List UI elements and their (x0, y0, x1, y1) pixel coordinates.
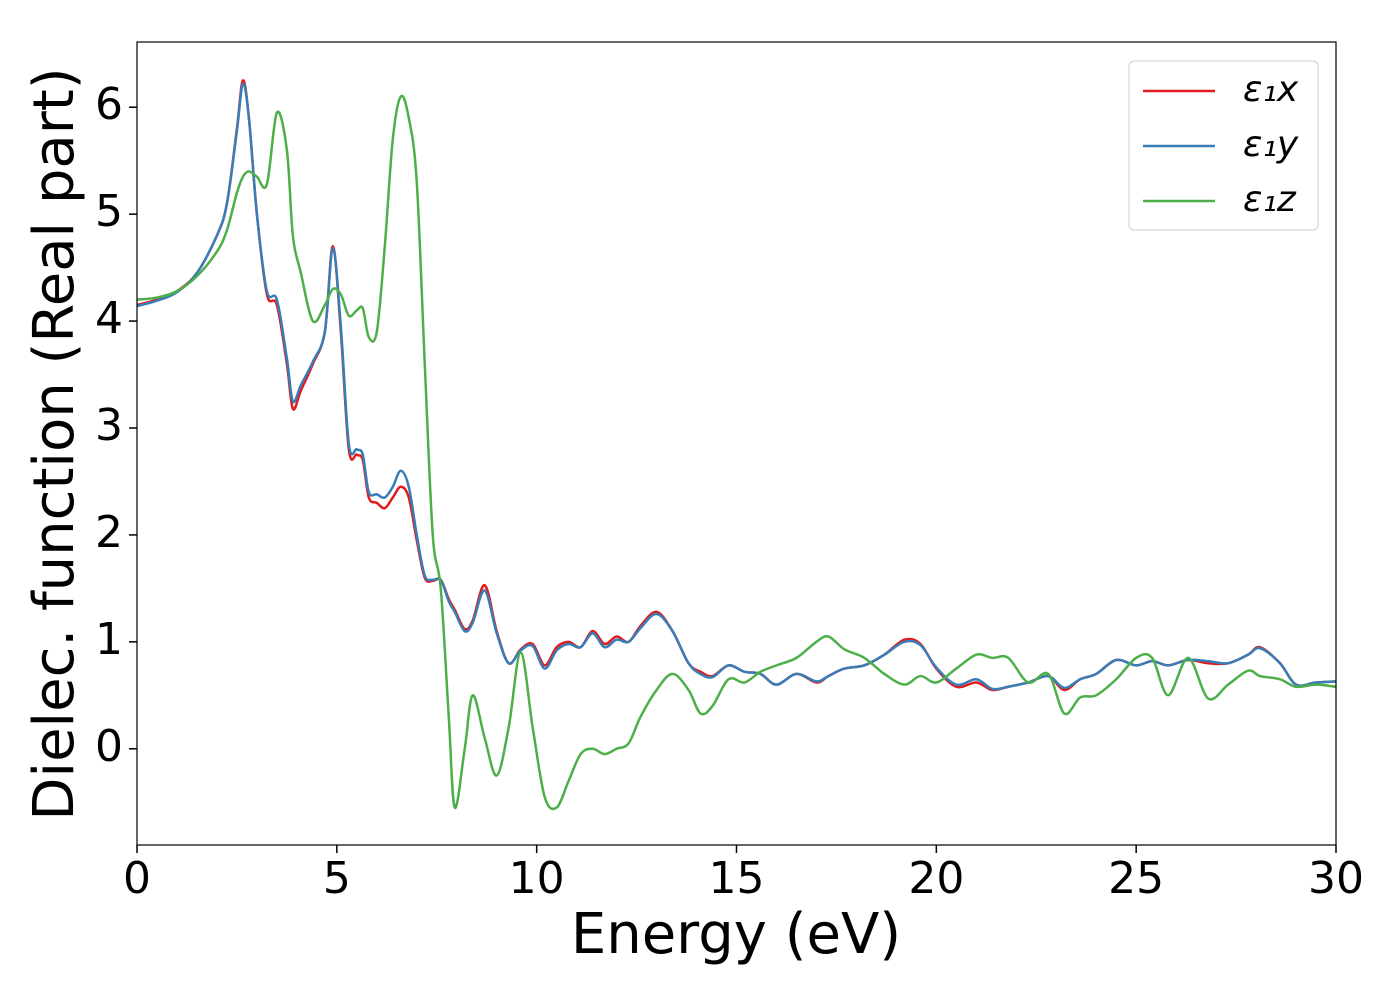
x-tick-label: 0 (123, 853, 151, 904)
y-tick-label: 5 (95, 186, 123, 237)
y-tick-label: 2 (95, 507, 123, 558)
data-line (137, 94, 1336, 811)
legend-label: ε₁z (1243, 179, 1297, 220)
plot-frame (136, 41, 1337, 846)
x-tick-label: 15 (709, 853, 765, 904)
y-axis-label: Dielec. function (Real part) (22, 67, 87, 820)
data-line (137, 82, 1336, 691)
x-tick-label: 20 (908, 853, 964, 904)
x-axis-label: Energy (eV) (571, 902, 901, 967)
y-tick-label: 1 (95, 614, 123, 665)
x-tick-label: 30 (1308, 853, 1364, 904)
legend-label: ε₁x (1243, 69, 1299, 110)
y-tick-label: 0 (95, 721, 123, 772)
x-tick-label: 25 (1108, 853, 1164, 904)
x-tick-label: 10 (509, 853, 565, 904)
legend-box (1128, 60, 1319, 231)
y-tick-label: 4 (95, 293, 123, 344)
y-tick-label: 6 (95, 79, 123, 130)
x-tick-label: 5 (323, 853, 351, 904)
y-tick-label: 3 (95, 400, 123, 451)
legend-label: ε₁y (1243, 124, 1299, 165)
